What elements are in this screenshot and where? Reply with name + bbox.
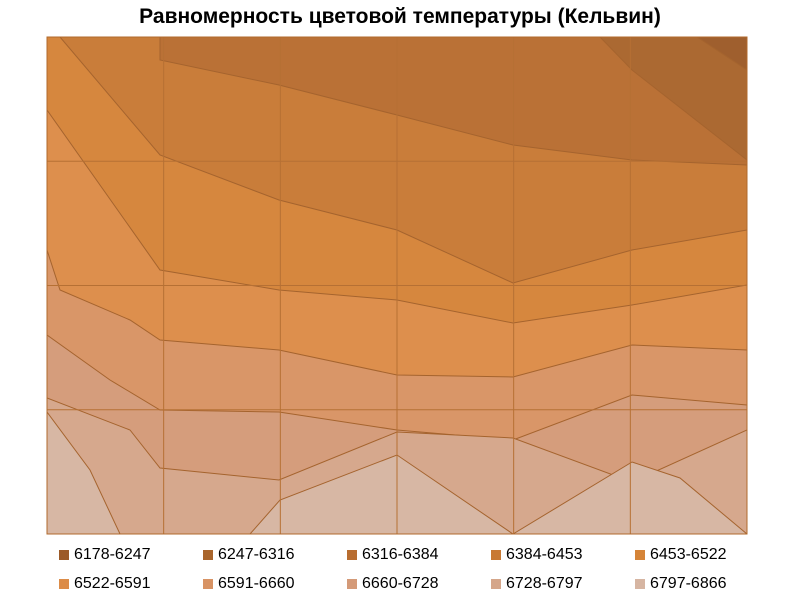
legend-item: 6316-6384 (343, 546, 487, 564)
legend-label: 6247-6316 (218, 545, 295, 563)
legend-label: 6453-6522 (650, 545, 727, 563)
legend-label: 6660-6728 (362, 574, 439, 592)
legend-item: 6728-6797 (487, 575, 631, 593)
contour-line (696, 37, 747, 71)
legend-label: 6728-6797 (506, 574, 583, 592)
legend-swatch (491, 578, 501, 589)
contour-line (47, 411, 747, 534)
legend-row: 6522-6591 6591-6660 6660-6728 6728-6797 6797… (55, 569, 775, 598)
legend-label: 6797-6866 (650, 574, 727, 592)
legend-label: 6522-6591 (74, 574, 151, 592)
legend-item: 6178-6247 (55, 546, 199, 564)
contour-line (599, 37, 747, 161)
legend-swatch (59, 578, 69, 589)
legend-item: 6522-6591 (55, 575, 199, 593)
legend-swatch (347, 549, 357, 560)
legend-item: 6384-6453 (487, 546, 631, 564)
legend-label: 6178-6247 (74, 545, 151, 563)
plot-frame (46, 36, 748, 535)
legend-item: 6247-6316 (199, 546, 343, 564)
legend-item: 6797-6866 (631, 575, 775, 593)
legend-label: 6384-6453 (506, 545, 583, 563)
contour-band-6797-6866 (47, 37, 747, 534)
legend-item: 6591-6660 (199, 575, 343, 593)
contour-line (47, 37, 747, 284)
legend-swatch (59, 549, 69, 560)
legend-item: 6453-6522 (631, 546, 775, 564)
legend: 6178-6247 6247-6316 6316-6384 6384-6453 6453… (55, 540, 775, 598)
legend-swatch (347, 578, 357, 589)
chart-title: Равномерность цветовой температуры (Кель… (139, 5, 661, 28)
legend-label: 6316-6384 (362, 545, 439, 563)
legend-swatch (635, 549, 645, 560)
contour-line (47, 249, 747, 378)
contour-line (47, 334, 747, 441)
legend-swatch (203, 578, 213, 589)
legend-label: 6591-6660 (218, 574, 295, 592)
legend-item: 6660-6728 (343, 575, 487, 593)
legend-swatch (491, 549, 501, 560)
legend-swatch (203, 549, 213, 560)
legend-swatch (635, 578, 645, 589)
legend-row: 6178-6247 6247-6316 6316-6384 6384-6453 6453… (55, 540, 775, 569)
